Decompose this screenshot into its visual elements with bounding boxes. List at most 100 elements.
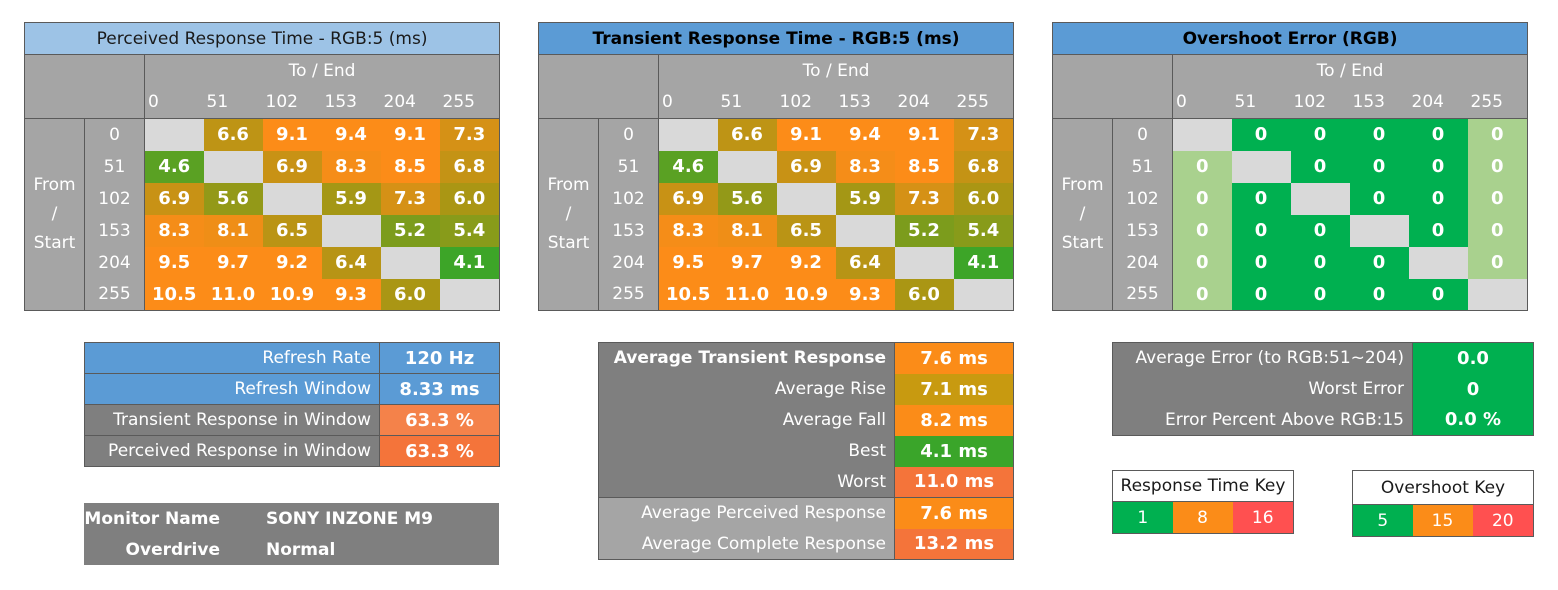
heatmap-cell: 9.3: [835, 278, 895, 311]
col-header: 255: [1467, 86, 1528, 119]
col-header: 51: [203, 86, 263, 119]
heatmap-cell: 6.9: [776, 150, 836, 183]
heatmap-cell: 0: [1231, 214, 1291, 247]
col-header: 255: [439, 86, 500, 119]
col-header: 102: [776, 86, 836, 119]
heatmap-cell: 8.5: [894, 150, 954, 183]
transient-stat-label: Average Transient Response: [598, 342, 895, 374]
heatmap-cell: 5.2: [894, 214, 954, 247]
heatmap-cell: 0: [1349, 246, 1409, 279]
heatmap-cell: 5.6: [203, 182, 263, 215]
heatmap-cell: 0: [1231, 182, 1291, 215]
heatmap-cell: 8.1: [717, 214, 777, 247]
heatmap-cell: 0: [1290, 150, 1350, 183]
overshoot-key-good: 5: [1352, 504, 1413, 537]
heatmap-cell: 9.3: [321, 278, 381, 311]
heatmap-cell: 0: [1290, 278, 1350, 311]
transient-stat-value: 7.6 ms: [894, 497, 1014, 529]
heatmap-cell: [380, 246, 440, 279]
row-header: 102: [84, 182, 145, 215]
heatmap-cell: 10.5: [658, 278, 718, 311]
heatmap-cell: 0: [1290, 246, 1350, 279]
heatmap-cell: 6.0: [439, 182, 500, 215]
transient-stat-label: Average Complete Response: [598, 528, 895, 560]
heatmap-cell: 4.1: [439, 246, 500, 279]
heatmap-cell: [894, 246, 954, 279]
heatmap-cell: [835, 214, 895, 247]
heatmap-cell: 9.2: [262, 246, 322, 279]
transient-in-window-value: 63.3 %: [379, 404, 500, 436]
heatmap-cell: 10.5: [144, 278, 204, 311]
refresh-window-label: Refresh Window: [84, 373, 380, 405]
heatmap-cell: [439, 278, 500, 311]
heatmap-cell: 0: [1467, 118, 1528, 151]
heatmap-cell: 0: [1290, 118, 1350, 151]
heatmap-cell: [1408, 246, 1468, 279]
heatmap-cell: 9.5: [658, 246, 718, 279]
transient-stat-label: Average Perceived Response: [598, 497, 895, 529]
heatmap-cell: 5.9: [835, 182, 895, 215]
matrix-corner: [538, 54, 659, 119]
heatmap-cell: 10.9: [262, 278, 322, 311]
transient-stats-table: Average Transient Response 7.6 ms Average …: [598, 342, 1014, 560]
heatmap-cell: 5.4: [953, 214, 1014, 247]
row-header: 204: [84, 246, 145, 279]
perceived-in-window-value: 63.3 %: [379, 435, 500, 467]
from-start-part: From: [547, 175, 590, 195]
heatmap-cell: 0: [1467, 182, 1528, 215]
heatmap-cell: 0: [1467, 214, 1528, 247]
heatmap-cell: 8.3: [658, 214, 718, 247]
heatmap-cell: [658, 118, 718, 151]
heatmap-cell: [1349, 214, 1409, 247]
heatmap-cell: 0: [1408, 150, 1468, 183]
heatmap-cell: 4.6: [658, 150, 718, 183]
col-header: 51: [717, 86, 777, 119]
heatmap-cell: 0: [1467, 150, 1528, 183]
transient-stat-value: 7.1 ms: [894, 373, 1014, 405]
row-header: 255: [598, 278, 659, 311]
heatmap-cell: 0: [1408, 278, 1468, 311]
from-start-label: From / Start: [1052, 118, 1113, 311]
worst-error-label: Worst Error: [1112, 373, 1413, 405]
heatmap-cell: 0: [1408, 182, 1468, 215]
error-percent-value: 0.0 %: [1412, 404, 1534, 436]
overshoot-key-mid: 15: [1412, 504, 1473, 537]
heatmap-cell: 6.8: [439, 150, 500, 183]
from-start-label: From / Start: [24, 118, 85, 311]
matrix-title: Transient Response Time - RGB:5 (ms): [538, 22, 1014, 55]
average-error-value: 0.0: [1412, 342, 1534, 374]
overdrive-value: Normal: [266, 539, 336, 560]
heatmap-cell: [717, 150, 777, 183]
heatmap-cell: 0: [1172, 182, 1232, 215]
from-start-label: From / Start: [538, 118, 599, 311]
col-header: 153: [835, 86, 895, 119]
from-start-part: Start: [33, 233, 76, 253]
heatmap-cell: 0: [1172, 214, 1232, 247]
heatmap-cell: 0: [1408, 118, 1468, 151]
heatmap-cell: 5.2: [380, 214, 440, 247]
matrix-title: Overshoot Error (RGB): [1052, 22, 1528, 55]
col-header: 204: [380, 86, 440, 119]
heatmap-cell: 0: [1349, 118, 1409, 151]
heatmap-cell: [1231, 150, 1291, 183]
to-end-label: To / End: [658, 54, 1014, 87]
from-start-part: From: [33, 175, 76, 195]
heatmap-cell: 8.1: [203, 214, 263, 247]
heatmap-cell: 9.7: [203, 246, 263, 279]
col-header: 204: [1408, 86, 1468, 119]
heatmap-cell: 6.4: [835, 246, 895, 279]
heatmap-cell: 6.0: [380, 278, 440, 311]
heatmap-cell: [321, 214, 381, 247]
from-start-part: /: [1079, 204, 1086, 224]
response-key-title: Response Time Key: [1112, 470, 1294, 502]
heatmap-cell: 9.1: [380, 118, 440, 151]
overshoot-key: Overshoot Key 5 15 20: [1352, 470, 1535, 537]
col-header: 51: [1231, 86, 1291, 119]
average-error-label: Average Error (to RGB:51~204): [1112, 342, 1413, 374]
from-start-part: Start: [547, 233, 590, 253]
heatmap-cell: 8.3: [835, 150, 895, 183]
heatmap-cell: [203, 150, 263, 183]
heatmap-cell: 6.0: [894, 278, 954, 311]
to-end-label: To / End: [1172, 54, 1528, 87]
overdrive-label: Overdrive: [125, 539, 220, 560]
